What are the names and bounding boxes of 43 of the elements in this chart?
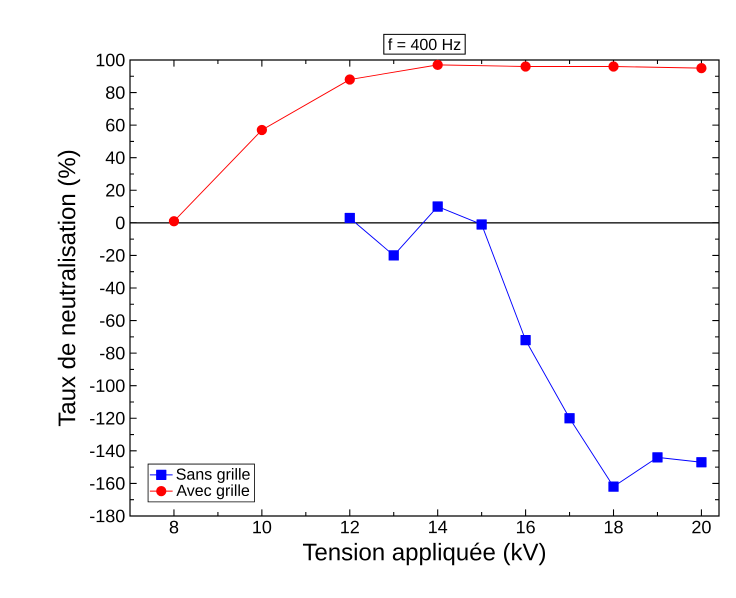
x-tick-label: 20 xyxy=(692,520,711,534)
point xyxy=(564,413,575,424)
y-tick-label: -60 xyxy=(100,314,125,327)
point xyxy=(652,452,663,462)
point xyxy=(608,482,619,492)
y-tick-label: -40 xyxy=(100,282,125,294)
point xyxy=(696,62,707,74)
y-tick-label: 20 xyxy=(106,184,125,197)
point xyxy=(256,124,267,136)
y-tick-label: -140 xyxy=(90,444,125,458)
legend-label: Sans grille xyxy=(176,468,250,483)
y-tick-label: 80 xyxy=(106,86,125,99)
x-tick-label: 18 xyxy=(604,520,623,534)
point xyxy=(520,334,531,346)
point xyxy=(388,250,399,261)
y-tick-label: -160 xyxy=(90,477,125,490)
point xyxy=(168,216,180,226)
y-tick-label: -100 xyxy=(90,379,125,392)
x-tick-label: 8 xyxy=(170,520,178,534)
point xyxy=(520,61,531,72)
x-tick-label: 14 xyxy=(429,520,448,534)
chart-title: f = 400 Hz xyxy=(388,38,460,50)
point xyxy=(432,60,443,70)
x-tick-label: 10 xyxy=(253,520,272,534)
x-axis-title: Tension appliquée (kV) xyxy=(302,542,546,566)
legend-label: Avec grille xyxy=(176,484,250,500)
point xyxy=(344,74,355,85)
point xyxy=(696,457,707,468)
y-tick-label: 40 xyxy=(106,151,125,164)
y-tick-label: 100 xyxy=(96,54,125,66)
y-axis-title: Taux de neutralisation (%) xyxy=(58,150,80,426)
y-tick-label: -80 xyxy=(100,346,125,360)
y-tick-label: 60 xyxy=(106,118,125,132)
point xyxy=(344,212,355,224)
y-tick-label: -180 xyxy=(90,510,125,522)
y-tick-label: -120 xyxy=(90,412,125,425)
point xyxy=(432,201,443,212)
y-tick-label: -20 xyxy=(100,249,125,262)
point xyxy=(476,219,487,230)
point xyxy=(608,61,619,72)
x-tick-label: 16 xyxy=(516,520,535,534)
x-tick-label: 12 xyxy=(341,520,359,534)
y-tick-label: 0 xyxy=(116,216,125,230)
